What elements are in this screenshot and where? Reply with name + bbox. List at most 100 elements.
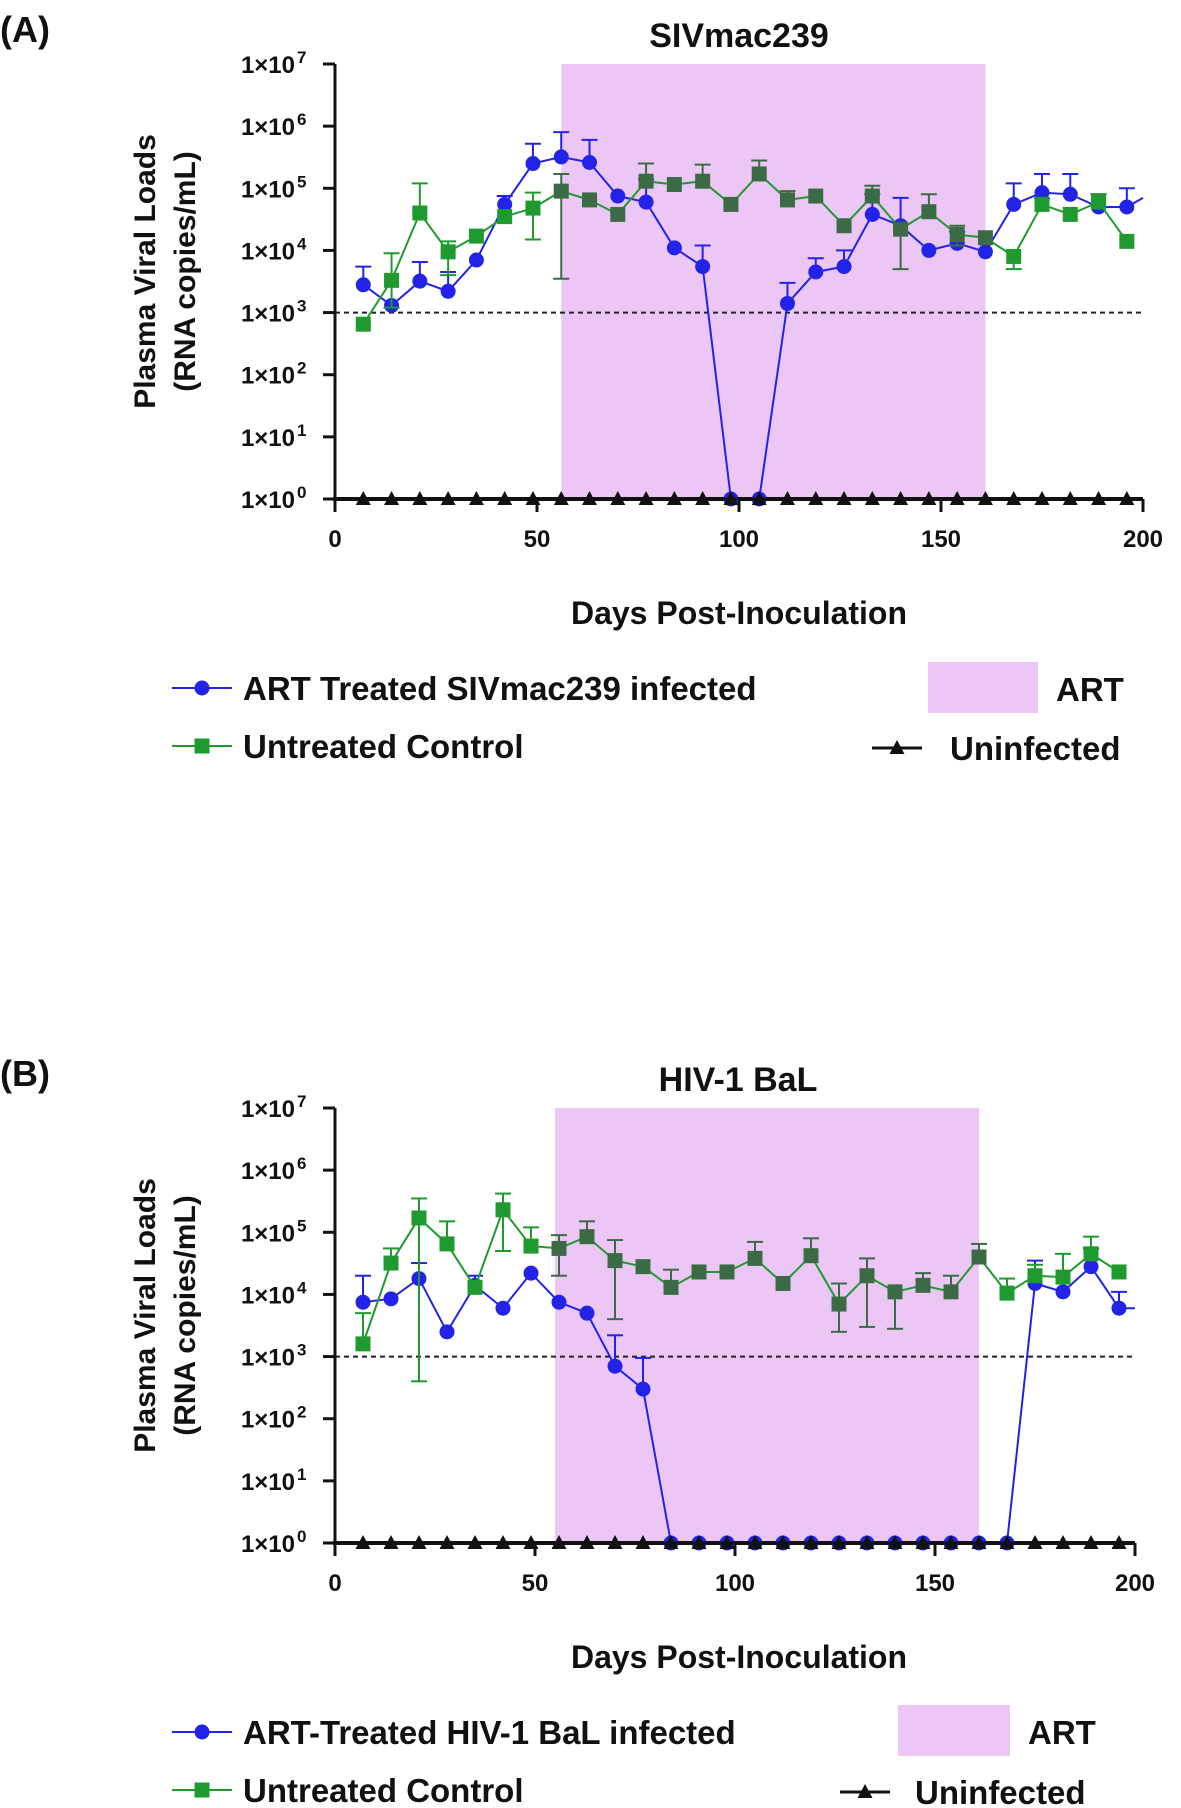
data-point [497, 491, 513, 505]
data-point [803, 1248, 819, 1264]
y-tick-label: 1×10 [241, 363, 295, 390]
data-point [836, 259, 852, 275]
data-point [779, 192, 795, 208]
data-point [439, 1324, 455, 1340]
data-point [831, 1535, 847, 1549]
chart-title: SIVmac239 [649, 17, 829, 55]
x-tick-label: 0 [328, 1570, 341, 1597]
data-point [977, 244, 993, 260]
y-tick-exponent: 3 [297, 1341, 306, 1360]
data-point [1111, 1264, 1127, 1280]
y-tick-base: 1×10 [241, 1469, 295, 1496]
legend-marker [194, 738, 210, 754]
data-point [412, 205, 428, 221]
data-point [719, 1535, 735, 1549]
x-axis-label: Days Post-Inoculation [571, 1639, 907, 1675]
y-tick-base: 1×10 [241, 1282, 295, 1309]
data-point [523, 1535, 539, 1549]
data-point [411, 1535, 427, 1549]
legend-marker [194, 1782, 210, 1798]
data-point [663, 1535, 679, 1549]
y-tick-base: 1×10 [241, 487, 295, 514]
data-point [893, 491, 909, 505]
data-point [635, 1259, 651, 1275]
data-point [836, 218, 852, 234]
legend-label: ART-Treated HIV-1 BaL infected [243, 1714, 736, 1751]
data-point [355, 1294, 371, 1310]
data-point [497, 209, 513, 225]
x-tick-label: 50 [522, 1570, 549, 1597]
art-shaded-region [555, 1108, 979, 1543]
data-point [1062, 186, 1078, 202]
legend-label: ART Treated SIVmac239 infected [243, 670, 757, 707]
data-point [775, 1275, 791, 1291]
x-tick-label: 100 [715, 1570, 755, 1597]
data-point [525, 491, 541, 505]
data-point [887, 1284, 903, 1300]
data-point [468, 491, 484, 505]
data-point [1027, 1268, 1043, 1284]
data-point [915, 1535, 931, 1549]
y-tick-base: 1×10 [241, 1158, 295, 1185]
y-tick-label: 1×10 [241, 52, 295, 79]
data-point [1006, 491, 1022, 505]
chart-panel-b: 1×10 01×10 11×10 21×10 31×10 41×10 51×10 61×10 7… [0, 1053, 1155, 1808]
data-point [719, 1264, 735, 1280]
data-point [383, 1291, 399, 1307]
y-tick-base: 1×10 [241, 1220, 295, 1247]
data-point [949, 227, 965, 243]
y-tick-exponent: 2 [297, 359, 306, 378]
y-tick-exponent: 0 [297, 483, 306, 502]
y-tick-base: 1×10 [241, 1096, 295, 1123]
legend-label-art: ART [1028, 1714, 1096, 1751]
data-point [921, 242, 937, 258]
data-point [775, 1535, 791, 1549]
legend-marker [194, 680, 210, 696]
data-point [691, 1264, 707, 1280]
y-tick-exponent: 4 [297, 1278, 307, 1297]
data-point [831, 1296, 847, 1312]
y-tick-base: 1×10 [241, 425, 295, 452]
series-triangle [355, 1535, 1127, 1549]
data-point [495, 1202, 511, 1218]
y-tick-label: 1×10 [241, 114, 295, 141]
data-point [384, 491, 400, 505]
data-point [579, 1229, 595, 1245]
data-point [384, 272, 400, 288]
data-point [1055, 1284, 1071, 1300]
data-point [495, 1535, 511, 1549]
data-point [412, 491, 428, 505]
data-point [723, 196, 739, 212]
x-tick-label: 150 [921, 526, 961, 553]
data-point [468, 228, 484, 244]
y-tick-exponent: 3 [297, 297, 306, 316]
legend-label: Untreated Control [243, 728, 524, 765]
data-point [808, 491, 824, 505]
y-tick-base: 1×10 [241, 1407, 295, 1434]
y-tick-label: 1×10 [241, 301, 295, 328]
y-tick-label: 1×10 [241, 1220, 295, 1247]
data-point [864, 206, 880, 222]
data-point [635, 1535, 651, 1549]
y-axis-label-line1: Plasma Viral Loads [129, 134, 162, 409]
data-point [635, 1381, 651, 1397]
panel-label: (B) [0, 1053, 50, 1094]
data-point [355, 491, 371, 505]
y-tick-exponent: 7 [297, 1092, 306, 1111]
series-square [355, 1192, 1127, 1383]
data-point [495, 1300, 511, 1316]
panel-label: (A) [0, 9, 50, 50]
data-point [747, 1250, 763, 1266]
data-point [355, 1535, 371, 1549]
legend-marker [889, 740, 905, 754]
y-tick-label: 1×10 [241, 1407, 295, 1434]
y-tick-exponent: 7 [297, 48, 306, 67]
data-point [1055, 1535, 1071, 1549]
data-point [355, 277, 371, 293]
data-point [999, 1535, 1015, 1549]
x-tick-label: 200 [1115, 1570, 1155, 1597]
data-point [943, 1284, 959, 1300]
data-point [497, 196, 513, 212]
data-point [893, 221, 909, 237]
